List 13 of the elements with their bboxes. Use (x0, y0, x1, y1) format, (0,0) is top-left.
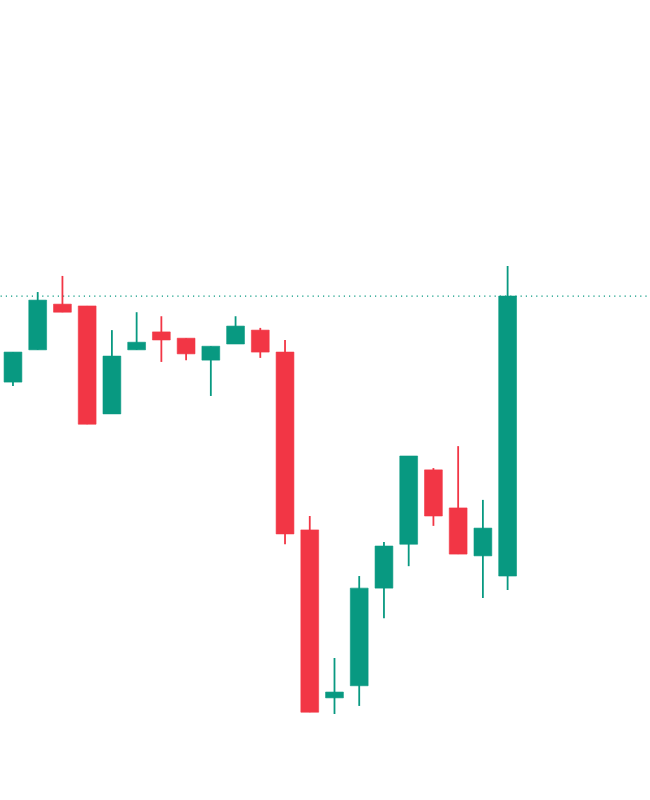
candlestick (251, 326, 270, 359)
candlestick (226, 315, 246, 345)
candlestick (424, 467, 444, 527)
candlestick (375, 541, 394, 620)
candlestick (474, 498, 493, 599)
candlestick (152, 315, 171, 363)
candlestick (202, 345, 221, 397)
candlestick (127, 311, 147, 351)
candlestick (53, 275, 73, 314)
candlestick (177, 337, 196, 362)
candlestick (4, 351, 23, 388)
candlestick (449, 445, 468, 555)
candlestick (325, 657, 345, 715)
